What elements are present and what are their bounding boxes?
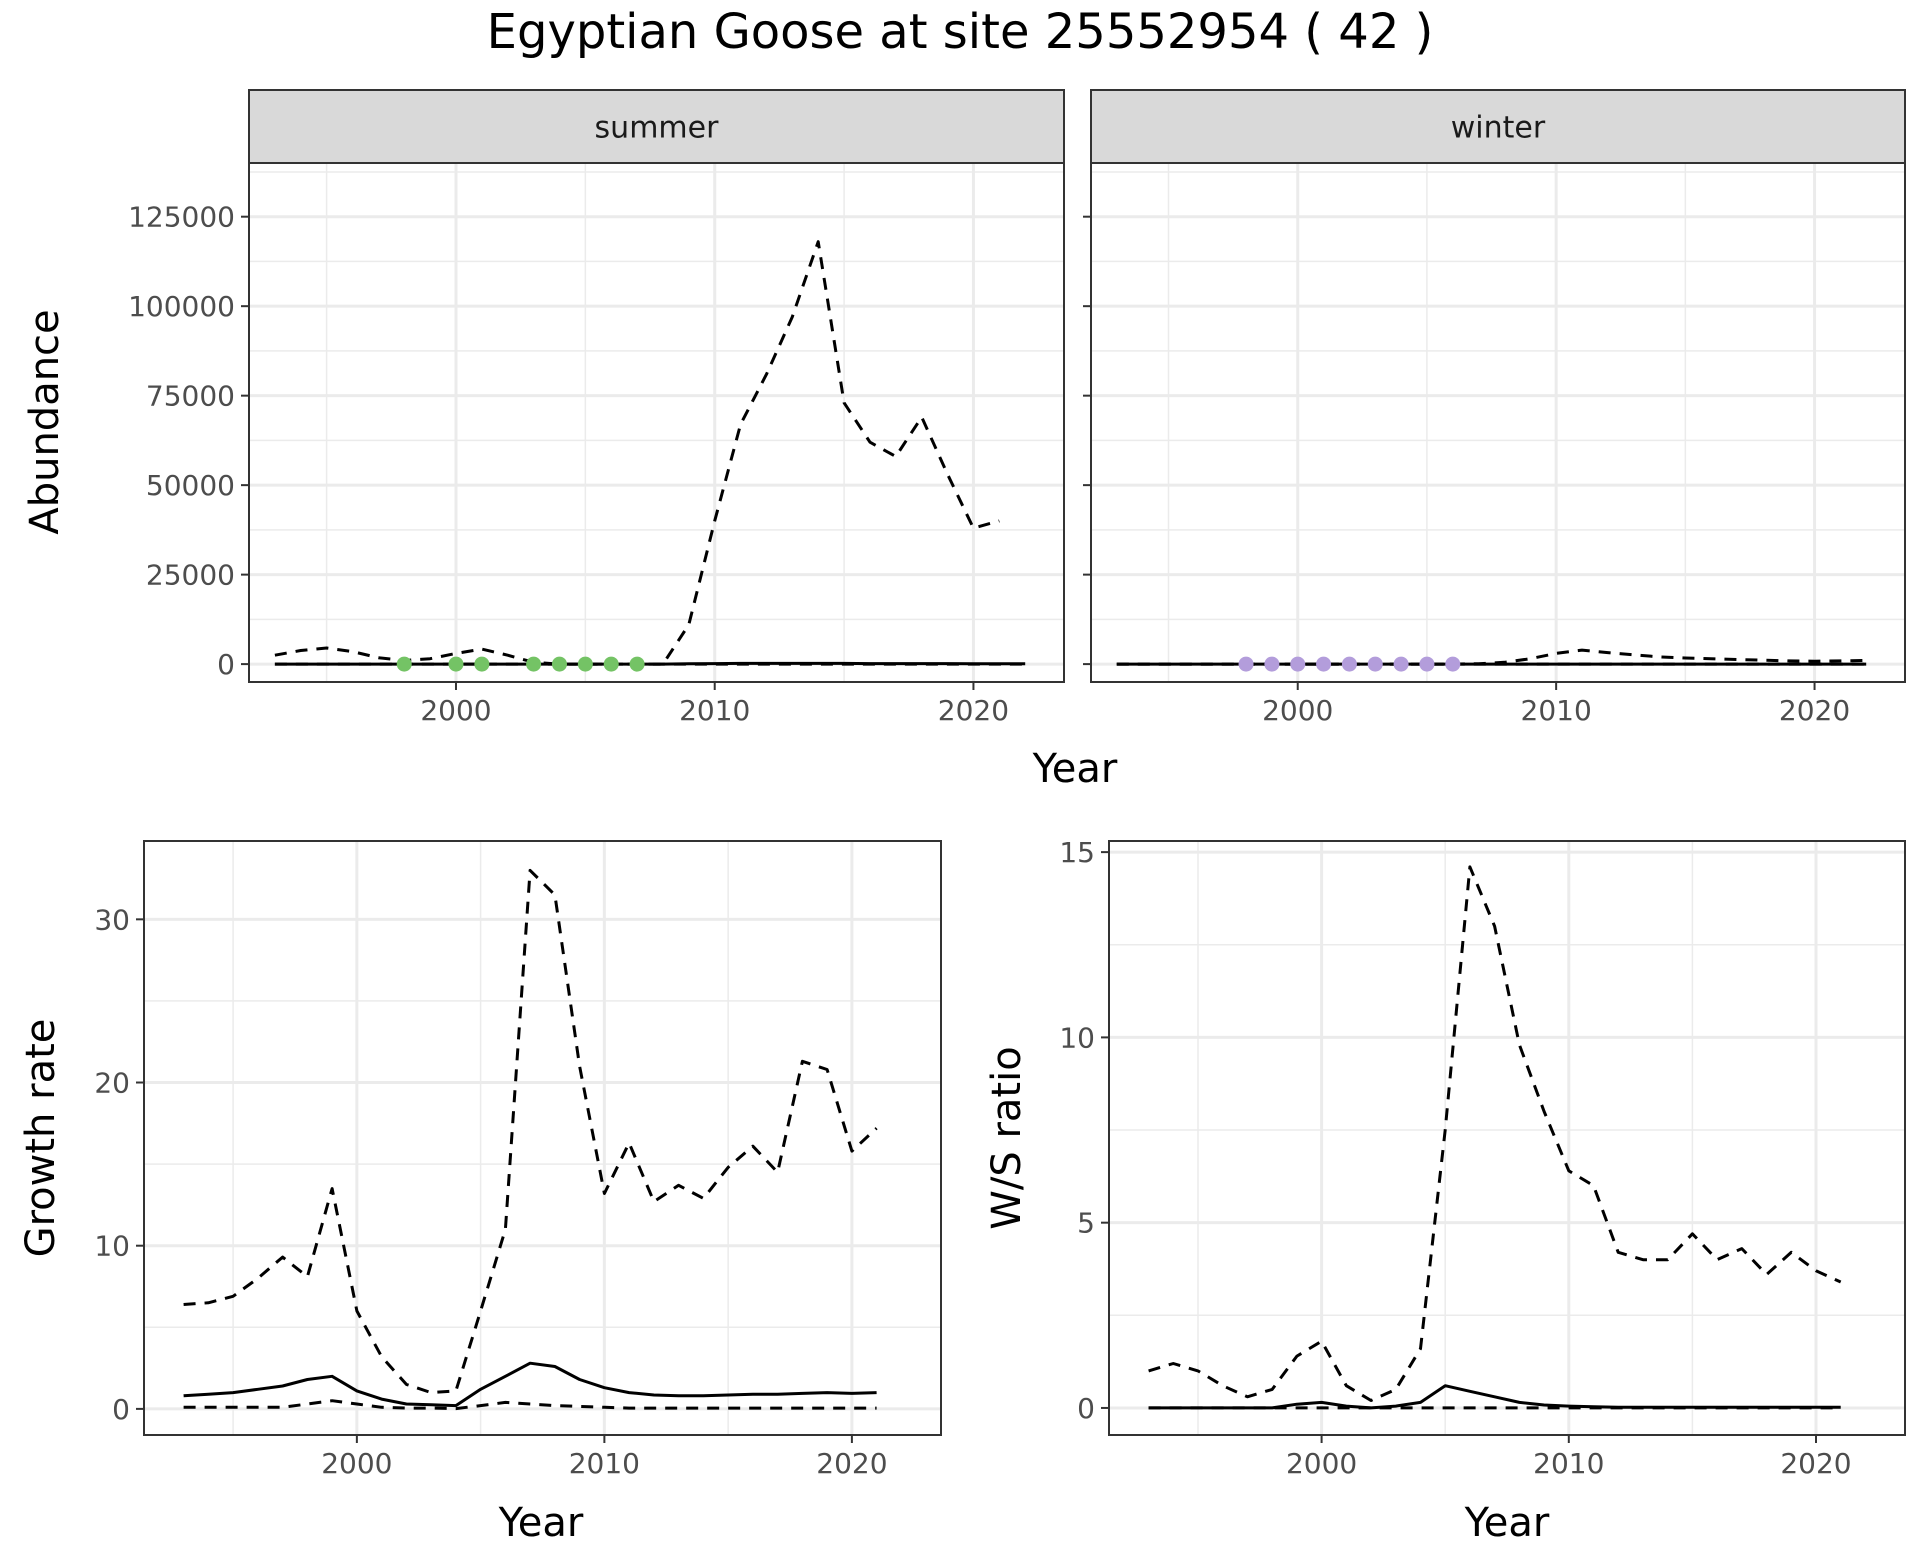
- plot-background: [249, 163, 1064, 682]
- y-tick-label: 20: [94, 1067, 130, 1100]
- y-tick-label: 0: [112, 1393, 130, 1426]
- facet-label-summer: summer: [595, 111, 720, 146]
- data-point-winter: [1264, 656, 1280, 672]
- data-point-winter: [1341, 656, 1357, 672]
- x-tick-label: 2020: [1780, 1447, 1851, 1480]
- x-tick-label: 2010: [1533, 1447, 1604, 1480]
- y-tick-label: 5: [1077, 1207, 1095, 1240]
- plot-background: [1091, 163, 1905, 682]
- y-tick-label: 25000: [146, 559, 235, 592]
- data-point-summer: [577, 656, 593, 672]
- x-tick-label: 2000: [1262, 694, 1333, 727]
- facet-label-winter: winter: [1451, 111, 1546, 146]
- panel-winter: winter 2000 2010 2020: [1083, 89, 1906, 727]
- data-point-winter: [1238, 656, 1254, 672]
- data-point-summer: [526, 656, 542, 672]
- y-tick-label: 75000: [146, 380, 235, 413]
- x-tick-label: 2000: [1286, 1447, 1357, 1480]
- x-axis-title-ws_ratio: Year: [1464, 1500, 1550, 1546]
- x-tick-label: 2020: [816, 1447, 887, 1480]
- panel-growth: 2000 2010 2020 0 10 20 30 Growth rate Year: [18, 840, 942, 1546]
- data-point-winter: [1419, 656, 1435, 672]
- data-point-summer: [551, 656, 567, 672]
- data-point-winter: [1316, 656, 1332, 672]
- data-point-summer: [603, 656, 619, 672]
- y-tick-label: 100000: [128, 290, 235, 323]
- x-tick-label: 2000: [420, 694, 491, 727]
- x-tick-label: 2000: [321, 1447, 392, 1480]
- y-axis-title-summer: Abundance: [22, 309, 68, 534]
- y-tick-label: 50000: [146, 469, 235, 502]
- panel-border: [1108, 840, 1906, 1436]
- y-axis-title-growth: Growth rate: [18, 1019, 64, 1258]
- dashed-line-growth-1: [183, 868, 878, 1395]
- x-axis-title-growth: Year: [498, 1500, 584, 1546]
- data-point-winter: [1367, 656, 1383, 672]
- dashed-line-ws_ratio-1: [1148, 865, 1842, 1402]
- series-group: [1116, 648, 1867, 672]
- series-group: [183, 868, 878, 1411]
- panel-border: [143, 840, 942, 1436]
- plot-background: [144, 841, 941, 1435]
- data-point-summer: [396, 656, 412, 672]
- x-tick-label: 2020: [1779, 694, 1850, 727]
- y-tick-label: 125000: [128, 201, 235, 234]
- y-tick-label: 30: [94, 903, 130, 936]
- solid-line-growth-0: [183, 1361, 877, 1408]
- series-group: [1148, 865, 1842, 1410]
- panel-summer: summer 2000 2010 2020 0 25000 50000 75000 100000…: [22, 89, 1065, 727]
- data-point-summer: [474, 656, 490, 672]
- facet-strip-winter: [1090, 89, 1906, 164]
- series-group: [274, 240, 1026, 672]
- data-point-winter: [1393, 656, 1409, 672]
- x-tick-label: 2010: [1521, 694, 1592, 727]
- x-tick-label: 2020: [938, 694, 1009, 727]
- y-tick-label: 10: [1059, 1021, 1095, 1054]
- facet-strip-summer: [248, 89, 1065, 164]
- data-point-winter: [1445, 656, 1461, 672]
- data-point-summer: [629, 656, 645, 672]
- x-tick-label: 2010: [679, 694, 750, 727]
- panel-ws_ratio: 2000 2010 2020 0 5 10 15 W/S ratio Year: [984, 836, 1906, 1546]
- x-tick-label: 2010: [569, 1447, 640, 1480]
- y-tick-label: 0: [1077, 1392, 1095, 1425]
- data-point-winter: [1290, 656, 1306, 672]
- y-tick-label: 0: [217, 648, 235, 681]
- y-axis-title-ws_ratio: W/S ratio: [984, 1046, 1030, 1229]
- top-row-x-axis-title: Year: [1032, 746, 1118, 792]
- y-tick-label: 10: [94, 1230, 130, 1263]
- plot-background: [1109, 841, 1905, 1435]
- y-tick-label: 15: [1059, 836, 1095, 869]
- chart-title: Egyptian Goose at site 25552954 ( 42 ): [487, 4, 1434, 60]
- dashed-line-growth-2: [183, 1399, 877, 1411]
- data-point-summer: [448, 656, 464, 672]
